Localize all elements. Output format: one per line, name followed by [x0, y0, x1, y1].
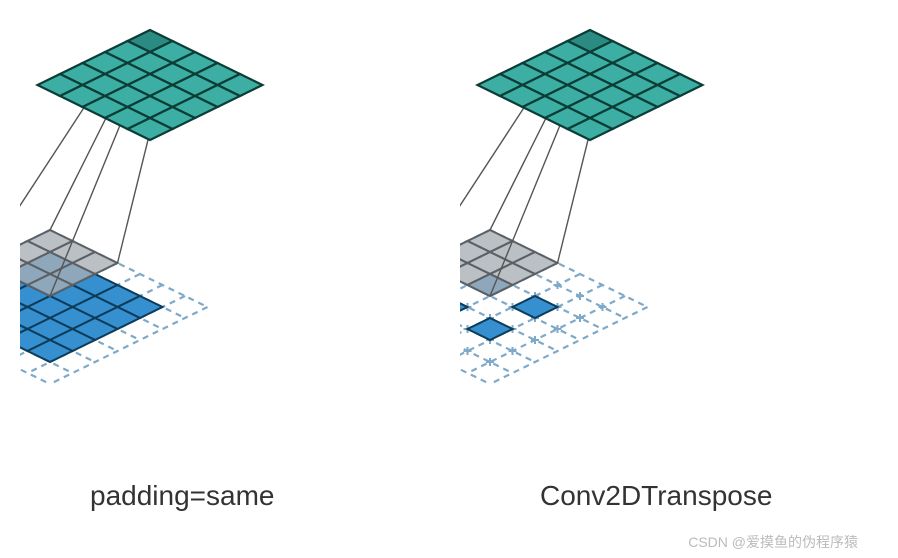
- diagram-right: [460, 20, 890, 460]
- caption-right: Conv2DTranspose: [540, 480, 772, 512]
- caption-left: padding=same: [90, 480, 274, 512]
- watermark: CSDN @爱摸鱼的伪程序猿: [688, 532, 858, 552]
- diagram-left: [20, 20, 450, 460]
